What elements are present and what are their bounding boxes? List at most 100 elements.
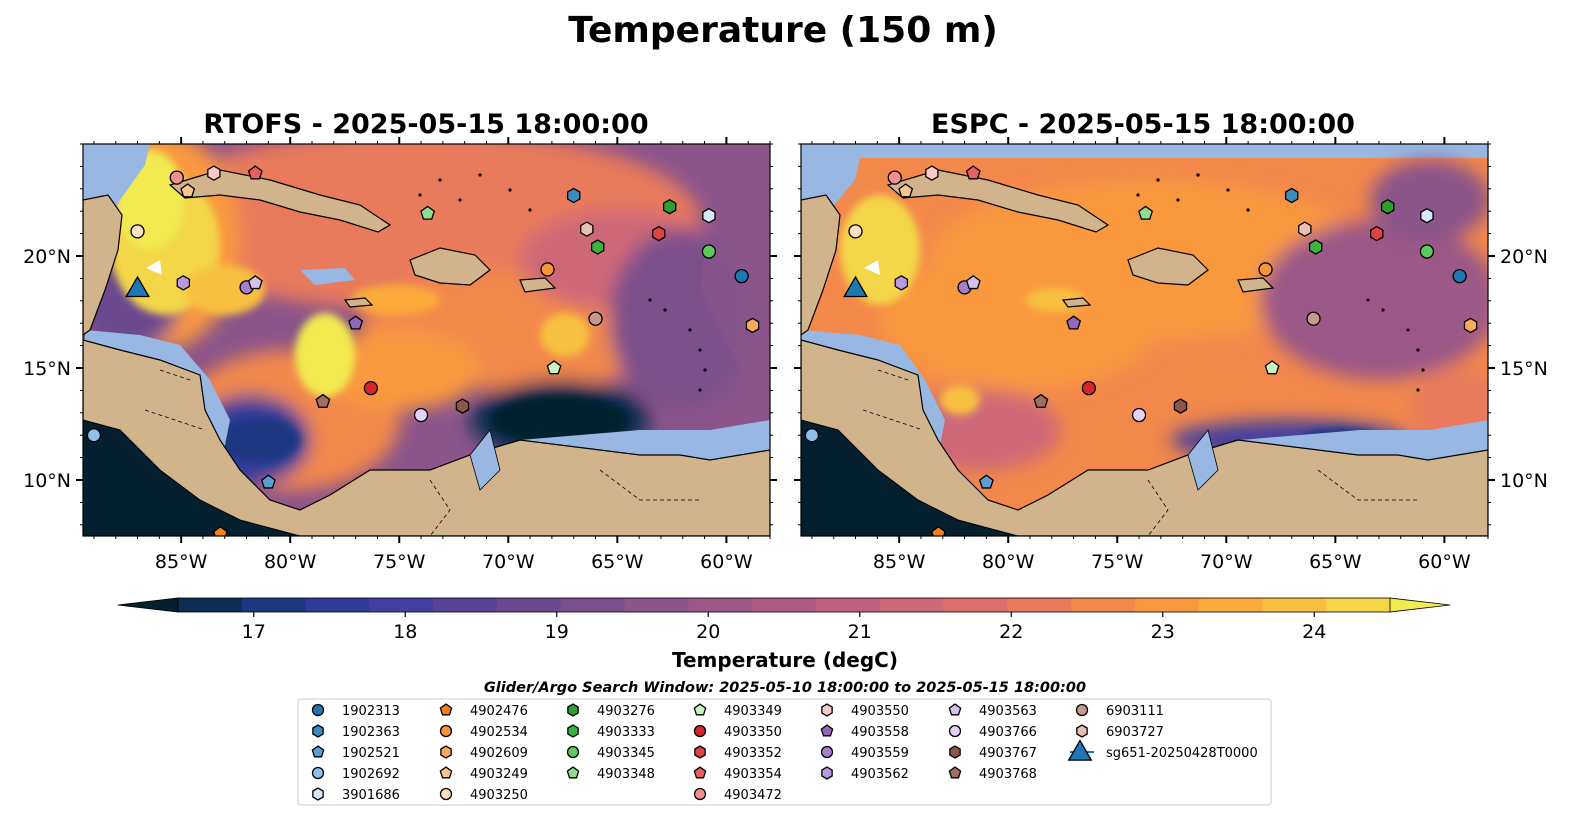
legend-frame bbox=[297, 698, 1272, 806]
colorbar-segment bbox=[688, 598, 753, 612]
float-marker-3901686 bbox=[1420, 207, 1434, 224]
float-marker-4903249 bbox=[180, 183, 196, 198]
float-marker-4903767 bbox=[455, 398, 470, 414]
legend-label: 1902692 bbox=[342, 767, 400, 782]
float-marker-3901686 bbox=[702, 207, 716, 224]
float-marker-4902476 bbox=[930, 525, 946, 536]
float-marker-4902476 bbox=[212, 525, 228, 536]
legend-label: 4903249 bbox=[470, 767, 528, 782]
legend-marker-1902521 bbox=[311, 745, 325, 758]
legend-marker-6903727 bbox=[1076, 724, 1088, 738]
legend-marker-sg651-20250428T0000 bbox=[1067, 739, 1093, 761]
colorbar-tick-label: 19 bbox=[545, 621, 569, 643]
x-tick-label: 75°W bbox=[373, 551, 426, 573]
legend-label: 4903333 bbox=[597, 725, 655, 740]
legend-label: 4902476 bbox=[470, 704, 528, 719]
colorbar-segment bbox=[1326, 598, 1391, 612]
x-tick-label: 85°W bbox=[155, 551, 208, 573]
colorbar-tick-label: 17 bbox=[242, 621, 266, 643]
colorbar-segment bbox=[178, 598, 243, 612]
legend-label: 4903559 bbox=[851, 746, 909, 761]
float-marker-4903333 bbox=[590, 239, 605, 255]
legend-marker-6903111 bbox=[1075, 703, 1089, 717]
rtofs-map bbox=[83, 144, 770, 536]
legend-label: 6903727 bbox=[1106, 725, 1164, 740]
float-marker-4903767 bbox=[1173, 398, 1188, 414]
float-marker-4902534 bbox=[1258, 262, 1273, 277]
float-marker-4903348 bbox=[420, 205, 436, 220]
legend-label: 4902534 bbox=[470, 725, 528, 740]
float-marker-4903348 bbox=[1138, 205, 1154, 220]
legend-marker-4903550 bbox=[821, 703, 833, 717]
float-marker-4902609 bbox=[745, 317, 760, 334]
legend-marker-4902534 bbox=[439, 724, 453, 738]
colorbar-segment bbox=[305, 598, 370, 612]
legend-marker-4903349 bbox=[693, 703, 707, 716]
legend-label: 1902521 bbox=[342, 746, 400, 761]
colorbar-frame bbox=[177, 597, 1391, 613]
x-tick-label: 75°W bbox=[1091, 551, 1144, 573]
y-tick-label: 15°N bbox=[23, 358, 71, 380]
legend-marker-4902609 bbox=[440, 745, 452, 759]
panel-rtofs-title: RTOFS - 2025-05-15 18:00:00 bbox=[203, 109, 648, 140]
float-marker-4903768 bbox=[315, 393, 331, 408]
float-marker-4903333 bbox=[1308, 239, 1323, 255]
float-marker-4903345 bbox=[1419, 244, 1435, 259]
legend-label: 4903550 bbox=[851, 704, 909, 719]
float-marker-4902609 bbox=[1463, 317, 1478, 334]
float-marker-4903768 bbox=[1033, 393, 1049, 408]
colorbar-segment bbox=[369, 598, 434, 612]
x-tick-label: 70°W bbox=[1200, 551, 1253, 573]
colorbar-segment bbox=[815, 598, 881, 612]
search-window-label: Glider/Argo Search Window: 2025-05-10 18… bbox=[484, 680, 1086, 696]
legend-label: 4903349 bbox=[724, 704, 782, 719]
float-marker-4903562 bbox=[894, 275, 909, 291]
legend-label: 4903766 bbox=[979, 725, 1037, 740]
colorbar-tick-label: 22 bbox=[999, 621, 1023, 643]
float-marker-1902363 bbox=[566, 187, 581, 204]
colorbar-segment bbox=[879, 598, 944, 612]
legend-marker-4902476 bbox=[439, 703, 453, 716]
legend-label: 4903563 bbox=[979, 704, 1037, 719]
float-marker-4903354 bbox=[965, 165, 981, 180]
legend-marker-4903472 bbox=[693, 787, 707, 801]
legend-label: 1902363 bbox=[342, 725, 400, 740]
float-marker-6903727 bbox=[1298, 221, 1312, 237]
float-marker-4903349 bbox=[546, 360, 562, 375]
y-tick-label: 10°N bbox=[1500, 470, 1548, 492]
legend-marker-1902363 bbox=[312, 724, 324, 738]
rtofs-markers bbox=[86, 165, 760, 536]
legend-marker-4903766 bbox=[948, 724, 962, 738]
legend-label: 4903558 bbox=[851, 725, 909, 740]
colorbar-segment bbox=[1198, 598, 1263, 612]
float-marker-4903345 bbox=[701, 244, 717, 259]
legend-marker-4903333 bbox=[567, 724, 579, 738]
legend-marker-1902313 bbox=[311, 703, 325, 717]
panel-rtofs: RTOFS - 2025-05-15 18:00:00 bbox=[23, 109, 777, 573]
legend-label: 4903350 bbox=[724, 725, 782, 740]
float-marker-sg651-20250428T0000 bbox=[843, 275, 868, 298]
colorbar-segment bbox=[433, 598, 498, 612]
float-marker-4903276 bbox=[662, 198, 677, 215]
colorbar-label: Temperature (degC) bbox=[672, 648, 898, 672]
legend-label: 4903276 bbox=[597, 704, 655, 719]
float-marker-6903111 bbox=[1306, 311, 1321, 326]
float-marker-sg651-20250428T0000 bbox=[125, 275, 150, 298]
float-marker-4903563 bbox=[965, 275, 981, 290]
y-tick-label: 10°N bbox=[23, 470, 71, 492]
float-marker-6903727 bbox=[580, 221, 594, 237]
float-marker-4903276 bbox=[1380, 198, 1395, 215]
legend-marker-4903350 bbox=[693, 724, 707, 738]
legend-marker-4903563 bbox=[948, 703, 962, 716]
x-tick-label: 60°W bbox=[700, 551, 753, 573]
legend-marker-3901686 bbox=[312, 787, 324, 801]
colorbar: 17 18 19 20 21 22 23 24 bbox=[117, 597, 1451, 643]
espc-map bbox=[801, 144, 1488, 536]
float-marker-4903349 bbox=[1264, 360, 1280, 375]
colorbar-tick-label: 20 bbox=[696, 621, 720, 643]
colorbar-segment bbox=[496, 598, 562, 612]
colorbar-segment bbox=[241, 598, 307, 612]
x-tick-label: 85°W bbox=[873, 551, 926, 573]
y-tick-label: 20°N bbox=[23, 246, 71, 268]
